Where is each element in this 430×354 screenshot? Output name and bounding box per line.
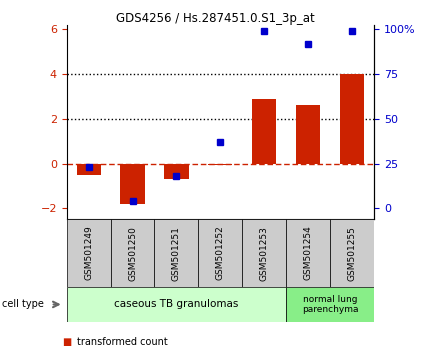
Text: GSM501254: GSM501254 — [304, 226, 313, 280]
Text: cell type: cell type — [2, 299, 44, 309]
Text: normal lung
parenchyma: normal lung parenchyma — [302, 295, 359, 314]
Bar — [120, 164, 144, 204]
Bar — [77, 164, 101, 175]
Bar — [164, 164, 188, 179]
Bar — [67, 287, 286, 322]
Bar — [330, 219, 374, 287]
Text: caseous TB granulomas: caseous TB granulomas — [114, 299, 239, 309]
Bar — [67, 219, 111, 287]
Bar — [243, 219, 286, 287]
Bar — [296, 105, 320, 164]
Text: GDS4256 / Hs.287451.0.S1_3p_at: GDS4256 / Hs.287451.0.S1_3p_at — [116, 12, 314, 25]
Text: GSM501255: GSM501255 — [347, 225, 356, 281]
Text: GSM501251: GSM501251 — [172, 225, 181, 281]
Bar — [340, 74, 364, 164]
Text: GSM501253: GSM501253 — [260, 225, 269, 281]
Bar — [252, 99, 276, 164]
Bar — [111, 219, 154, 287]
Text: GSM501252: GSM501252 — [216, 226, 225, 280]
Text: ■: ■ — [62, 337, 72, 347]
Text: transformed count: transformed count — [77, 337, 168, 347]
Text: GSM501250: GSM501250 — [128, 225, 137, 281]
Bar — [198, 219, 243, 287]
Bar — [154, 219, 198, 287]
Text: GSM501249: GSM501249 — [84, 226, 93, 280]
Bar — [208, 164, 233, 165]
Bar — [286, 219, 330, 287]
Bar — [286, 287, 374, 322]
